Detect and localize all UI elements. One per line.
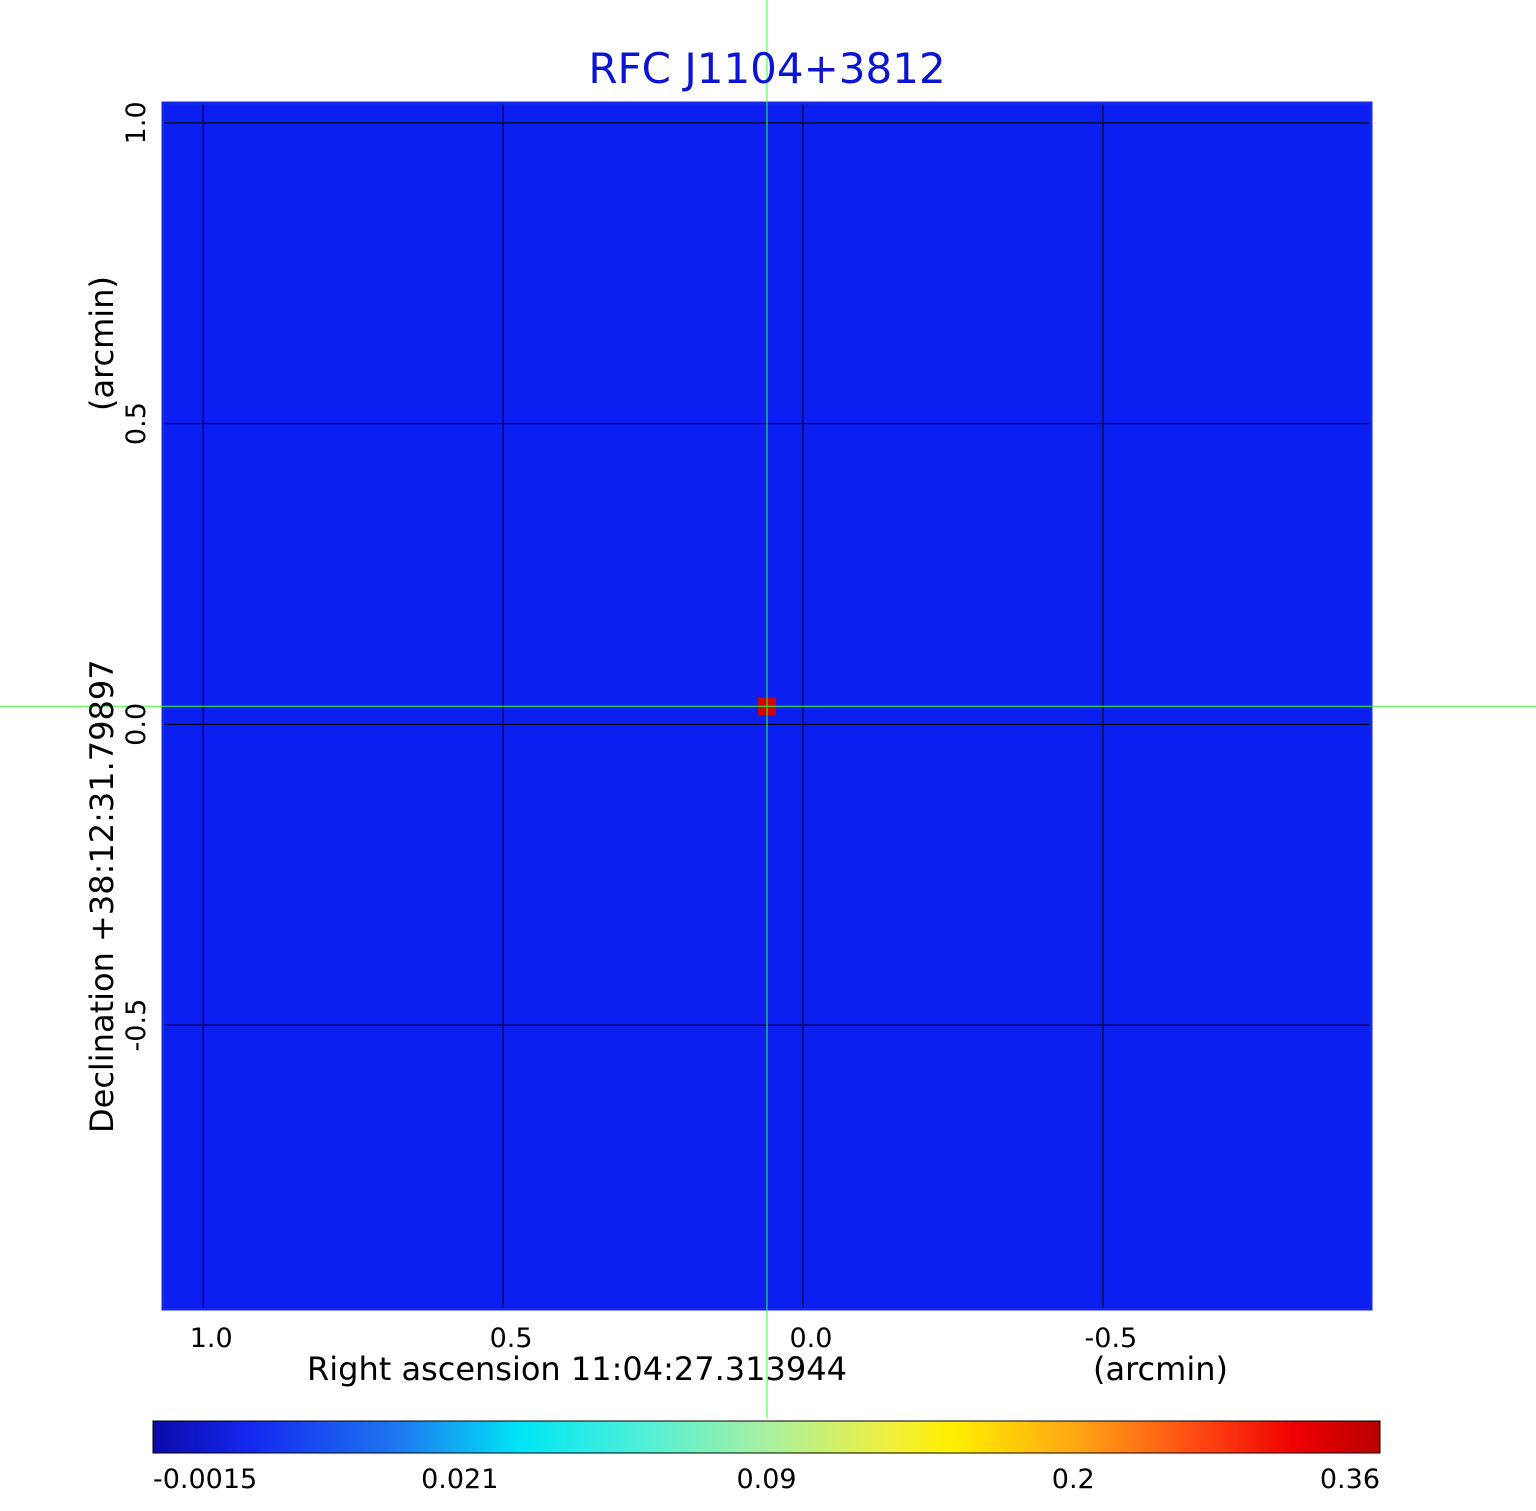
colorbar-tick-label: 0.36 [1320,1464,1380,1495]
x-axis-label: Right ascension 11:04:27.313944 [307,1350,847,1388]
y-axis-label: Declination +38:12:31.79897 [83,659,121,1133]
x-tick-label: 1.0 [190,1323,233,1354]
y-tick-label: 0.0 [121,703,152,746]
x-tick-label: -0.5 [1085,1323,1138,1354]
x-tick-labels: 1.0 0.5 0.0 -0.5 [190,1323,1138,1354]
colorbar [152,1420,1381,1454]
x-tick-label: 0.5 [490,1323,533,1354]
y-tick-label: 0.5 [121,402,152,445]
colorbar-tick-label: -0.0015 [153,1464,257,1495]
colorbar-tick-label: 0.021 [421,1464,498,1495]
y-axis-unit: (arcmin) [83,276,121,411]
y-tick-labels: 1.0 0.5 0.0 -0.5 [121,101,152,1051]
chart-title: RFC J1104+3812 [588,44,945,93]
x-axis-unit: (arcmin) [1093,1350,1228,1388]
y-tick-label: -0.5 [121,999,152,1052]
y-tick-label: 1.0 [121,101,152,144]
colorbar-tick-label: 0.09 [736,1464,796,1495]
x-tick-label: 0.0 [790,1323,833,1354]
colorbar-tick-label: 0.2 [1052,1464,1095,1495]
crosshair [0,0,1536,1418]
colorbar-tick-labels: -0.0015 0.021 0.09 0.2 0.36 [153,1464,1380,1495]
